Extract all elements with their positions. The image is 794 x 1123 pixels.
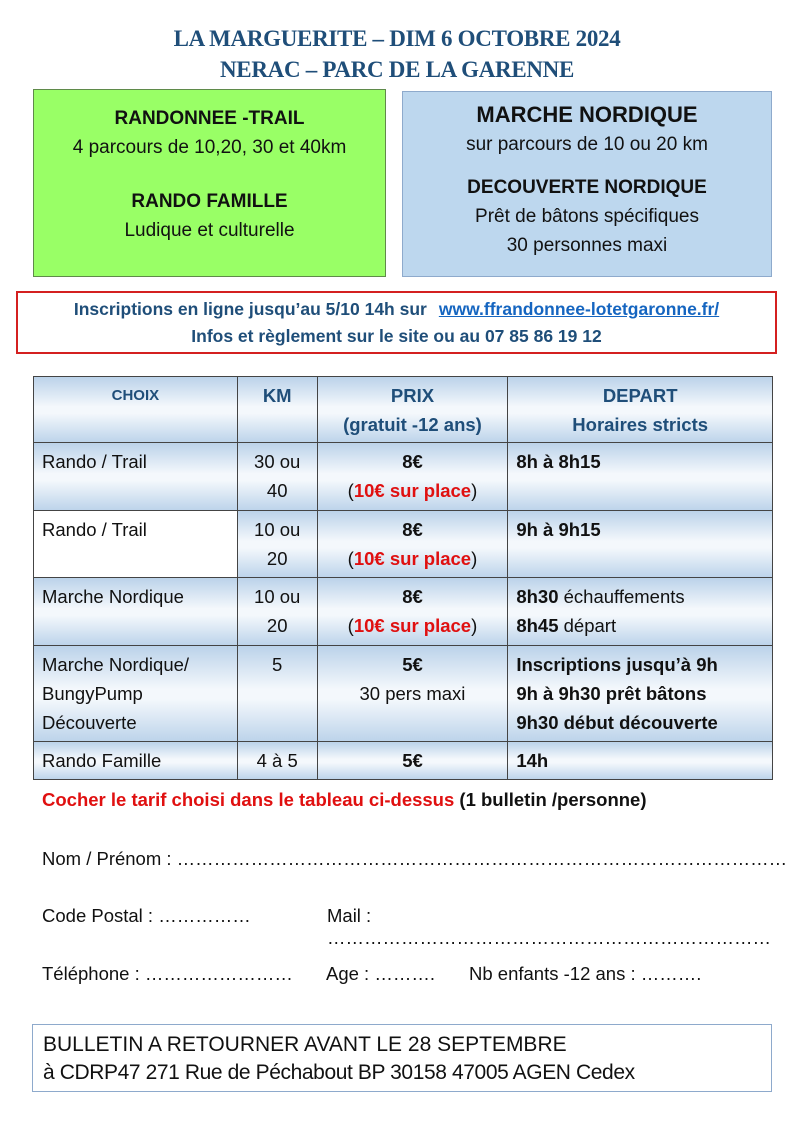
title-line-1: LA MARGUERITE – DIM 6 OCTOBRE 2024 <box>173 26 621 51</box>
choix-line: Marche Nordique/ <box>42 654 190 675</box>
depart-text: départ <box>558 615 617 636</box>
cell-km: 10 ou 20 <box>236 577 318 646</box>
cell-choix: Marche Nordique <box>33 577 238 646</box>
choix-line: BungyPump <box>42 683 143 704</box>
table-header-row: CHOIX KM PRIX (gratuit -12 ans) DEPART Hor… <box>33 376 773 443</box>
telephone-field[interactable]: Téléphone : …………………… <box>42 963 293 984</box>
cell-choix: Marche Nordique/BungyPump Découverte <box>33 645 238 742</box>
header-km: KM <box>236 376 318 443</box>
code-postal-field[interactable]: Code Postal : …………… <box>42 905 251 926</box>
cell-depart: 8h30 échauffements 8h45 départ <box>507 577 773 646</box>
cell-prix: 5€ <box>316 741 509 780</box>
km-line: 10 ou <box>254 519 301 540</box>
km-line: 40 <box>266 480 288 501</box>
inscriptions-text: Inscriptions en ligne jusqu’au 5/10 14h … <box>73 299 427 319</box>
cell-depart: 14h <box>507 741 773 780</box>
return-address: à CDRP47 271 Rue de Péchabout BP 30158 4… <box>43 1061 635 1084</box>
infos-text: Infos et règlement sur le site ou au 07 … <box>191 326 602 346</box>
depart-sub: Horaires stricts <box>572 414 709 435</box>
cell-depart: Inscriptions jusqu’à 9h 9h à 9h30 prêt bâ… <box>507 645 773 742</box>
header-choix: CHOIX <box>33 376 238 443</box>
depart-time: 8h45 <box>516 615 559 636</box>
choix-line: Découverte <box>42 712 137 733</box>
depart-text: échauffements <box>558 586 685 607</box>
prix-value: 8€ <box>402 451 423 472</box>
cell-choix: Rando / Trail <box>33 510 238 578</box>
return-address-box: BULLETIN A RETOURNER AVANT LE 28 SEPTEMB… <box>32 1024 772 1092</box>
cell-prix: 5€ 30 pers maxi <box>316 645 509 742</box>
inscriptions-info: Inscriptions en ligne jusqu’au 5/10 14h … <box>16 291 777 354</box>
km-line: 10 ou <box>254 586 301 607</box>
randonnee-title: RANDONNEE -TRAIL <box>114 108 305 129</box>
randonnee-box: RANDONNEE -TRAIL 4 parcours de 10,20, 30… <box>33 89 386 277</box>
prix-label: PRIX <box>390 385 435 406</box>
cell-depart: 9h à 9h15 <box>507 510 773 578</box>
title-line-2: NERAC – PARC DE LA GARENNE <box>219 57 575 82</box>
prix-sur-place: 10€ sur place <box>353 480 472 501</box>
prix-note: 30 pers maxi <box>359 683 466 704</box>
prix-sur-place: 10€ sur place <box>353 615 472 636</box>
prix-value: 5€ <box>402 654 423 675</box>
randonnee-text: 4 parcours de 10,20, 30 et 40km <box>72 137 347 158</box>
depart-label: DEPART <box>602 385 678 406</box>
marche-nordique-title: MARCHE NORDIQUE <box>476 102 698 127</box>
table-row[interactable]: Rando / Trail 30 ou 40 8€ (10€ sur place) … <box>33 442 773 511</box>
depart-line: Inscriptions jusqu’à 9h <box>516 654 718 675</box>
cell-prix: 8€ (10€ sur place) <box>316 510 509 578</box>
depart-time: 8h30 <box>516 586 559 607</box>
cell-km: 4 à 5 <box>236 741 318 780</box>
cell-km: 10 ou 20 <box>236 510 318 578</box>
mail-field[interactable]: Mail : ……………………………………………………………… <box>327 905 771 948</box>
depart-line: 9h à 9h30 prêt bâtons <box>516 683 707 704</box>
return-deadline: BULLETIN A RETOURNER AVANT LE 28 SEPTEMB… <box>43 1033 567 1056</box>
header-prix: PRIX (gratuit -12 ans) <box>316 376 509 443</box>
table-row[interactable]: Marche Nordique/BungyPump Découverte 5 5€… <box>33 645 773 742</box>
cell-km: 30 ou 40 <box>236 442 318 511</box>
km-line: 20 <box>266 615 288 636</box>
table-row[interactable]: Rando Famille 4 à 5 5€ 14h <box>33 741 773 780</box>
km-line: 30 ou <box>254 451 301 472</box>
prix-value: 8€ <box>402 519 423 540</box>
cell-choix: Rando Famille <box>33 741 238 780</box>
marche-nordique-box: MARCHE NORDIQUE sur parcours de 10 ou 20… <box>402 91 772 277</box>
depart-line: 9h30 début découverte <box>516 712 718 733</box>
enfants-field[interactable]: Nb enfants -12 ans : ………. <box>469 963 702 984</box>
header-depart: DEPART Horaires stricts <box>507 376 773 443</box>
table-row[interactable]: Marche Nordique 10 ou 20 8€ (10€ sur place… <box>33 577 773 646</box>
prix-sub: (gratuit -12 ans) <box>343 414 482 435</box>
decouverte-title: DECOUVERTE NORDIQUE <box>467 177 707 198</box>
tarifs-table: CHOIX KM PRIX (gratuit -12 ans) DEPART Hor… <box>33 376 773 780</box>
km-line: 20 <box>266 548 288 569</box>
instruction-red: Cocher le tarif choisi dans le tableau c… <box>42 789 455 810</box>
website-link[interactable]: www.ffrandonnee-lotetgaronne.fr/ <box>438 299 720 319</box>
prix-sur-place: 10€ sur place <box>353 548 472 569</box>
decouverte-text-1: Prêt de bâtons spécifiques <box>475 206 699 227</box>
nom-field[interactable]: Nom / Prénom : …………………………………………………………………… <box>42 848 788 869</box>
marche-nordique-text: sur parcours de 10 ou 20 km <box>466 134 708 155</box>
cell-prix: 8€ (10€ sur place) <box>316 577 509 646</box>
cell-prix: 8€ (10€ sur place) <box>316 442 509 511</box>
rando-famille-title: RANDO FAMILLE <box>131 191 288 212</box>
instruction: Cocher le tarif choisi dans le tableau c… <box>42 789 647 811</box>
cell-km: 5 <box>236 645 318 742</box>
age-field[interactable]: Age : ………. <box>326 963 435 984</box>
cell-choix: Rando / Trail <box>33 442 238 511</box>
instruction-note: (1 bulletin /personne) <box>454 789 647 810</box>
prix-value: 8€ <box>402 586 423 607</box>
table-row[interactable]: Rando / Trail 10 ou 20 8€ (10€ sur place) … <box>33 510 773 578</box>
decouverte-text-2: 30 personnes maxi <box>506 235 668 256</box>
rando-famille-text: Ludique et culturelle <box>124 220 295 241</box>
cell-depart: 8h à 8h15 <box>507 442 773 511</box>
